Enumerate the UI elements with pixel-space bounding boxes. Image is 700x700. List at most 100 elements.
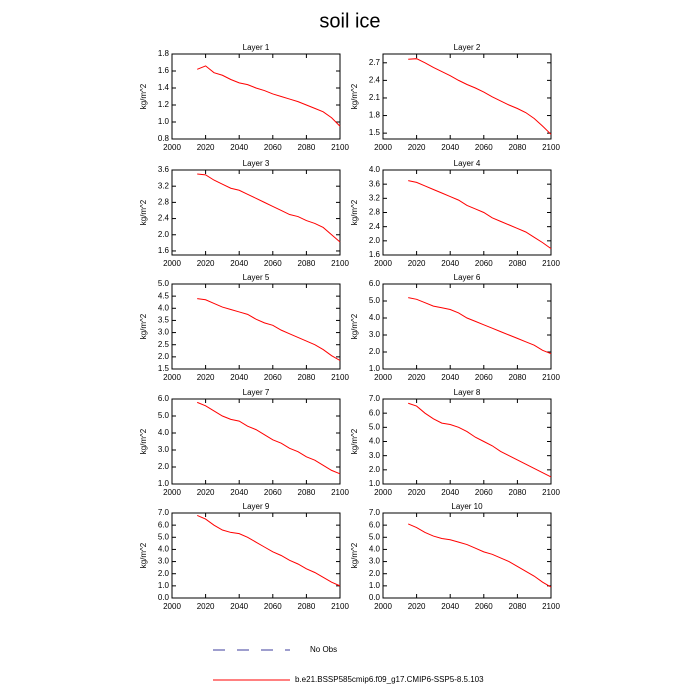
y-tick-label: 4.0 [369, 313, 381, 322]
y-tick-label: 2.0 [158, 230, 170, 239]
x-tick-label: 2040 [230, 373, 248, 382]
y-tick-label: 2.4 [158, 214, 170, 223]
x-tick-label: 2000 [374, 602, 392, 611]
plot-frame [382, 512, 552, 599]
y-tick-label: 4.0 [369, 437, 381, 446]
y-tick-label: 5.0 [369, 422, 381, 431]
x-tick-label: 2020 [408, 602, 426, 611]
y-axis-label: kg/m^2 [350, 199, 359, 225]
y-tick-label: 6.0 [158, 520, 170, 529]
x-tick-label: 2100 [542, 373, 560, 382]
y-tick-label: 0.8 [158, 134, 170, 143]
panel-title: Layer 1 [243, 43, 270, 52]
data-line [408, 58, 552, 135]
y-tick-label: 3.0 [158, 328, 170, 337]
x-tick-label: 2020 [408, 143, 426, 152]
y-tick-label: 3.0 [158, 557, 170, 566]
y-tick-label: 7.0 [369, 394, 381, 403]
x-tick-label: 2040 [230, 259, 248, 268]
x-tick-label: 2020 [197, 373, 215, 382]
y-tick-label: 0.0 [158, 593, 170, 602]
y-tick-label: 5.0 [369, 296, 381, 305]
y-tick-label: 2.7 [369, 58, 381, 67]
panel-title: Layer 9 [243, 502, 270, 511]
y-tick-label: 7.0 [158, 508, 170, 517]
data-line [197, 65, 341, 127]
x-tick-label: 2100 [331, 143, 349, 152]
y-tick-label: 3.0 [369, 451, 381, 460]
x-tick-label: 2060 [475, 373, 493, 382]
y-axis-label: kg/m^2 [139, 542, 148, 568]
x-tick-label: 2000 [163, 488, 181, 497]
x-tick-label: 2100 [542, 602, 560, 611]
x-tick-label: 2040 [230, 602, 248, 611]
y-tick-label: 1.8 [158, 49, 170, 58]
panel-title: Layer 10 [451, 502, 483, 511]
y-tick-label: 6.0 [369, 279, 381, 288]
data-line [408, 297, 552, 355]
y-tick-label: 1.0 [369, 581, 381, 590]
y-tick-label: 2.0 [369, 347, 381, 356]
x-tick-label: 2040 [230, 488, 248, 497]
y-tick-label: 2.8 [158, 197, 170, 206]
data-line [408, 402, 552, 478]
y-tick-label: 1.0 [158, 117, 170, 126]
y-tick-label: 2.0 [158, 352, 170, 361]
series-legend-label: b.e21.BSSP585cmip6.f09_g17.CMIP6-SSP5-8.… [295, 675, 484, 684]
y-tick-label: 2.0 [369, 569, 381, 578]
y-tick-label: 1.2 [158, 100, 170, 109]
panel-title: Layer 8 [454, 388, 481, 397]
x-tick-label: 2060 [264, 488, 282, 497]
y-tick-label: 3.0 [158, 445, 170, 454]
x-tick-label: 2080 [298, 488, 316, 497]
x-tick-label: 2100 [542, 143, 560, 152]
x-tick-label: 2020 [408, 488, 426, 497]
y-tick-label: 6.0 [158, 394, 170, 403]
y-tick-label: 1.4 [158, 83, 170, 92]
x-tick-label: 2100 [542, 259, 560, 268]
y-tick-label: 6.0 [369, 408, 381, 417]
x-tick-label: 2060 [475, 602, 493, 611]
y-tick-label: 3.6 [158, 165, 170, 174]
plot-frame [171, 398, 341, 485]
x-tick-label: 2000 [163, 602, 181, 611]
y-tick-label: 3.0 [369, 330, 381, 339]
data-line [197, 401, 341, 475]
plot-frame [382, 53, 552, 140]
x-tick-label: 2000 [163, 143, 181, 152]
y-tick-label: 4.0 [369, 545, 381, 554]
y-axis-label: kg/m^2 [350, 428, 359, 454]
y-tick-label: 4.0 [369, 165, 381, 174]
y-tick-label: 5.0 [369, 532, 381, 541]
plot-frame [382, 283, 552, 370]
x-tick-label: 2060 [264, 259, 282, 268]
panel-title: Layer 3 [243, 159, 270, 168]
x-tick-label: 2060 [264, 602, 282, 611]
y-tick-label: 4.5 [158, 291, 170, 300]
y-tick-label: 3.2 [369, 193, 381, 202]
data-line [197, 514, 341, 587]
x-tick-label: 2060 [475, 143, 493, 152]
x-tick-label: 2080 [509, 259, 527, 268]
y-tick-label: 2.1 [369, 93, 381, 102]
x-tick-label: 2100 [331, 488, 349, 497]
plot-frame [171, 169, 341, 256]
y-axis-label: kg/m^2 [350, 542, 359, 568]
y-axis-label: kg/m^2 [139, 428, 148, 454]
data-line [197, 298, 341, 361]
x-tick-label: 2040 [441, 143, 459, 152]
x-tick-label: 2080 [509, 602, 527, 611]
y-axis-label: kg/m^2 [350, 83, 359, 109]
obs-legend-label: No Obs [310, 645, 337, 654]
y-tick-label: 3.0 [369, 557, 381, 566]
x-tick-label: 2020 [408, 373, 426, 382]
y-tick-label: 7.0 [369, 508, 381, 517]
x-tick-label: 2080 [298, 143, 316, 152]
y-axis-label: kg/m^2 [139, 83, 148, 109]
y-tick-label: 2.4 [369, 222, 381, 231]
y-tick-label: 1.6 [369, 250, 381, 259]
y-axis-label: kg/m^2 [139, 199, 148, 225]
x-tick-label: 2040 [230, 143, 248, 152]
panel-title: Layer 2 [454, 43, 481, 52]
